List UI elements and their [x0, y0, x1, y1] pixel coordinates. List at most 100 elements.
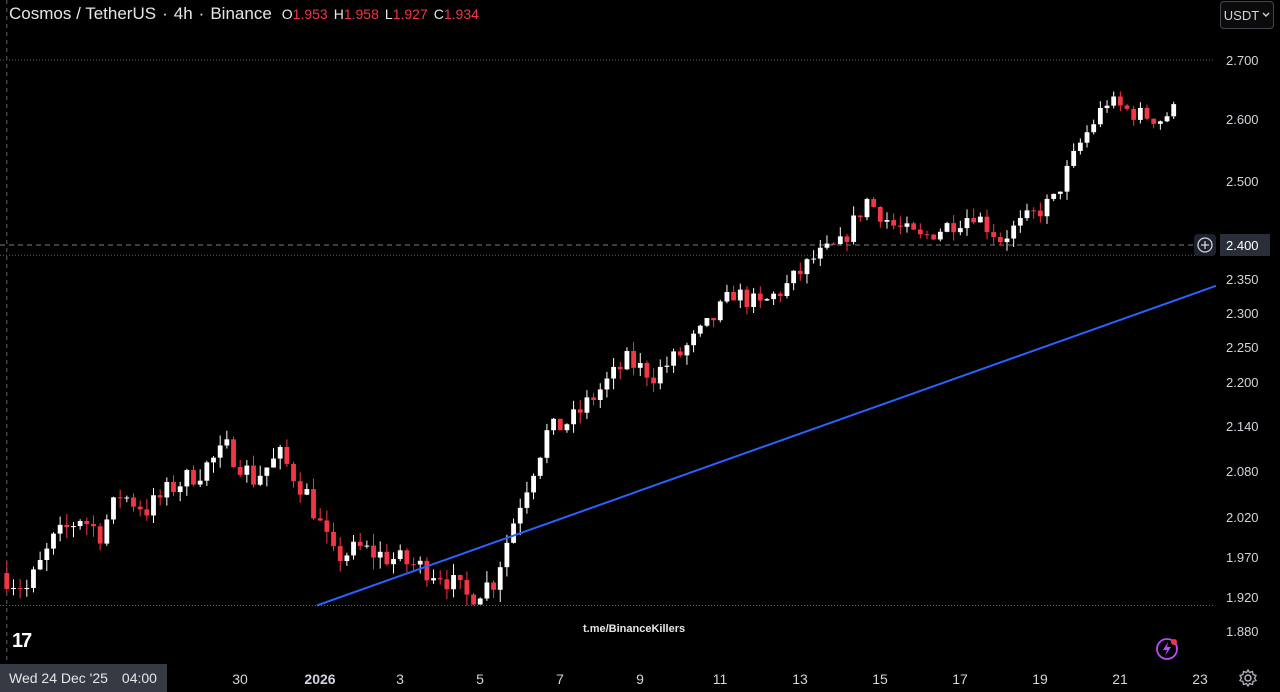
candle-body	[764, 299, 770, 301]
candle-body	[671, 351, 677, 366]
candle-body	[957, 228, 963, 233]
candle-body	[524, 492, 530, 508]
lightning-icon[interactable]	[1155, 637, 1179, 661]
trendline	[316, 284, 1217, 607]
candle-body	[297, 481, 303, 495]
candle-body	[197, 480, 203, 485]
symbol-name[interactable]: Cosmos / TetherUS	[9, 4, 157, 23]
y-axis-tick-label: 2.700	[1226, 53, 1259, 68]
candle-body	[644, 363, 650, 378]
candle-body	[824, 243, 830, 248]
candle-body	[1071, 150, 1077, 166]
candle-body	[1124, 105, 1130, 109]
candle-body	[191, 470, 196, 485]
ohlc-close-key: C	[433, 6, 444, 22]
candle-body	[831, 243, 837, 245]
candle-body	[1011, 225, 1017, 239]
candle-body	[71, 526, 76, 528]
candle-body	[177, 486, 183, 493]
candle-body	[511, 523, 516, 543]
interval-label[interactable]: 4h	[173, 4, 193, 23]
candle-body	[571, 409, 576, 425]
candle-body	[417, 560, 423, 565]
candle-body	[891, 220, 897, 226]
candle-body	[391, 559, 396, 565]
candle-body	[657, 366, 663, 384]
candle-body	[291, 463, 296, 482]
header-separator: ·	[198, 4, 205, 23]
candle-body	[977, 216, 983, 223]
candle-body	[544, 430, 550, 458]
candle-body	[211, 457, 216, 463]
candle-body	[1004, 238, 1010, 243]
candle-body	[911, 223, 917, 230]
plus-circle-icon	[1197, 237, 1213, 253]
candle-body	[751, 293, 757, 307]
candle-body	[231, 439, 236, 468]
candle-body	[551, 418, 556, 431]
candle-body	[917, 229, 923, 235]
y-axis-tick-label: 2.500	[1226, 174, 1259, 189]
candle-body	[697, 325, 703, 334]
y-axis-tick-label: 2.020	[1226, 510, 1259, 525]
candle-body	[811, 258, 817, 260]
candle-body	[984, 216, 990, 233]
x-axis-tick-label: 11	[713, 671, 728, 687]
gear-icon[interactable]	[1238, 668, 1258, 688]
x-axis-tick-label: 17	[952, 671, 968, 687]
candle-body	[944, 223, 950, 232]
candle-body	[84, 521, 90, 525]
candle-body	[1131, 108, 1137, 120]
candle-body	[37, 560, 43, 570]
candle-body	[931, 234, 937, 240]
ohlc-low-key: L	[384, 6, 393, 22]
candle-body	[51, 533, 56, 549]
candle-body	[397, 550, 403, 560]
candle-body	[364, 545, 370, 547]
candle-body	[471, 594, 476, 605]
currency-selector[interactable]: USDT	[1220, 1, 1274, 29]
candle-body	[1051, 193, 1057, 199]
candle-body	[877, 206, 883, 222]
candle-body	[1064, 165, 1070, 192]
y-axis-tick-label: 1.880	[1226, 624, 1259, 639]
candle-body	[344, 555, 350, 562]
y-axis-tick-label: 2.350	[1226, 272, 1259, 287]
candle-body	[804, 259, 810, 275]
y-axis-tick-label: 1.920	[1226, 590, 1259, 605]
candle-body	[317, 518, 323, 521]
candle-body	[1157, 121, 1163, 124]
candle-body	[164, 481, 170, 498]
candle-body	[964, 218, 970, 229]
candle-body	[817, 247, 823, 259]
candle-body	[844, 236, 850, 242]
candle-body	[371, 545, 376, 558]
candle-body	[704, 318, 710, 326]
ohlc-high-value: 1.958	[343, 6, 379, 22]
candle-body	[144, 509, 150, 516]
candle-body	[184, 470, 190, 487]
candle-body	[771, 293, 777, 300]
candle-body	[604, 378, 610, 390]
candle-body	[224, 439, 230, 446]
crosshair-date: Wed 24 Dec '25	[9, 670, 108, 686]
candle-body	[637, 363, 643, 368]
candle-body	[11, 587, 16, 589]
candle-body	[431, 578, 436, 581]
candle-body	[251, 465, 256, 485]
header-separator: ·	[162, 4, 168, 23]
tradingview-logo[interactable]: 17	[12, 630, 32, 652]
candle-body	[1084, 132, 1090, 143]
candle-body	[1137, 107, 1143, 120]
candle-body	[617, 366, 623, 370]
candle-body	[1031, 210, 1037, 212]
candle-body	[864, 199, 870, 218]
candle-body	[351, 541, 356, 556]
candle-body	[797, 270, 803, 275]
candle-body	[1037, 210, 1043, 217]
symbol-header: Cosmos / TetherUS · 4h · Binance O1.953 …	[9, 4, 479, 24]
candle-body	[904, 223, 910, 227]
candle-body	[91, 524, 96, 527]
candle-body	[711, 318, 717, 321]
